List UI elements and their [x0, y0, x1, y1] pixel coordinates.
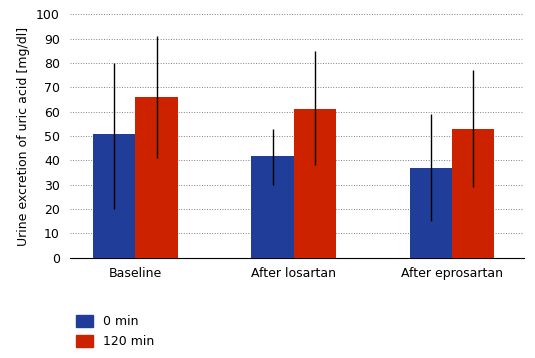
- Bar: [251, 155, 294, 258]
- Bar: [410, 168, 452, 258]
- Bar: [452, 129, 494, 258]
- Bar: [93, 134, 135, 258]
- Legend: 0 min, 120 min: 0 min, 120 min: [76, 315, 155, 348]
- Bar: [294, 109, 336, 258]
- Y-axis label: Urine excretion of uric acid [mg/dl]: Urine excretion of uric acid [mg/dl]: [18, 26, 30, 246]
- Bar: [135, 97, 178, 258]
